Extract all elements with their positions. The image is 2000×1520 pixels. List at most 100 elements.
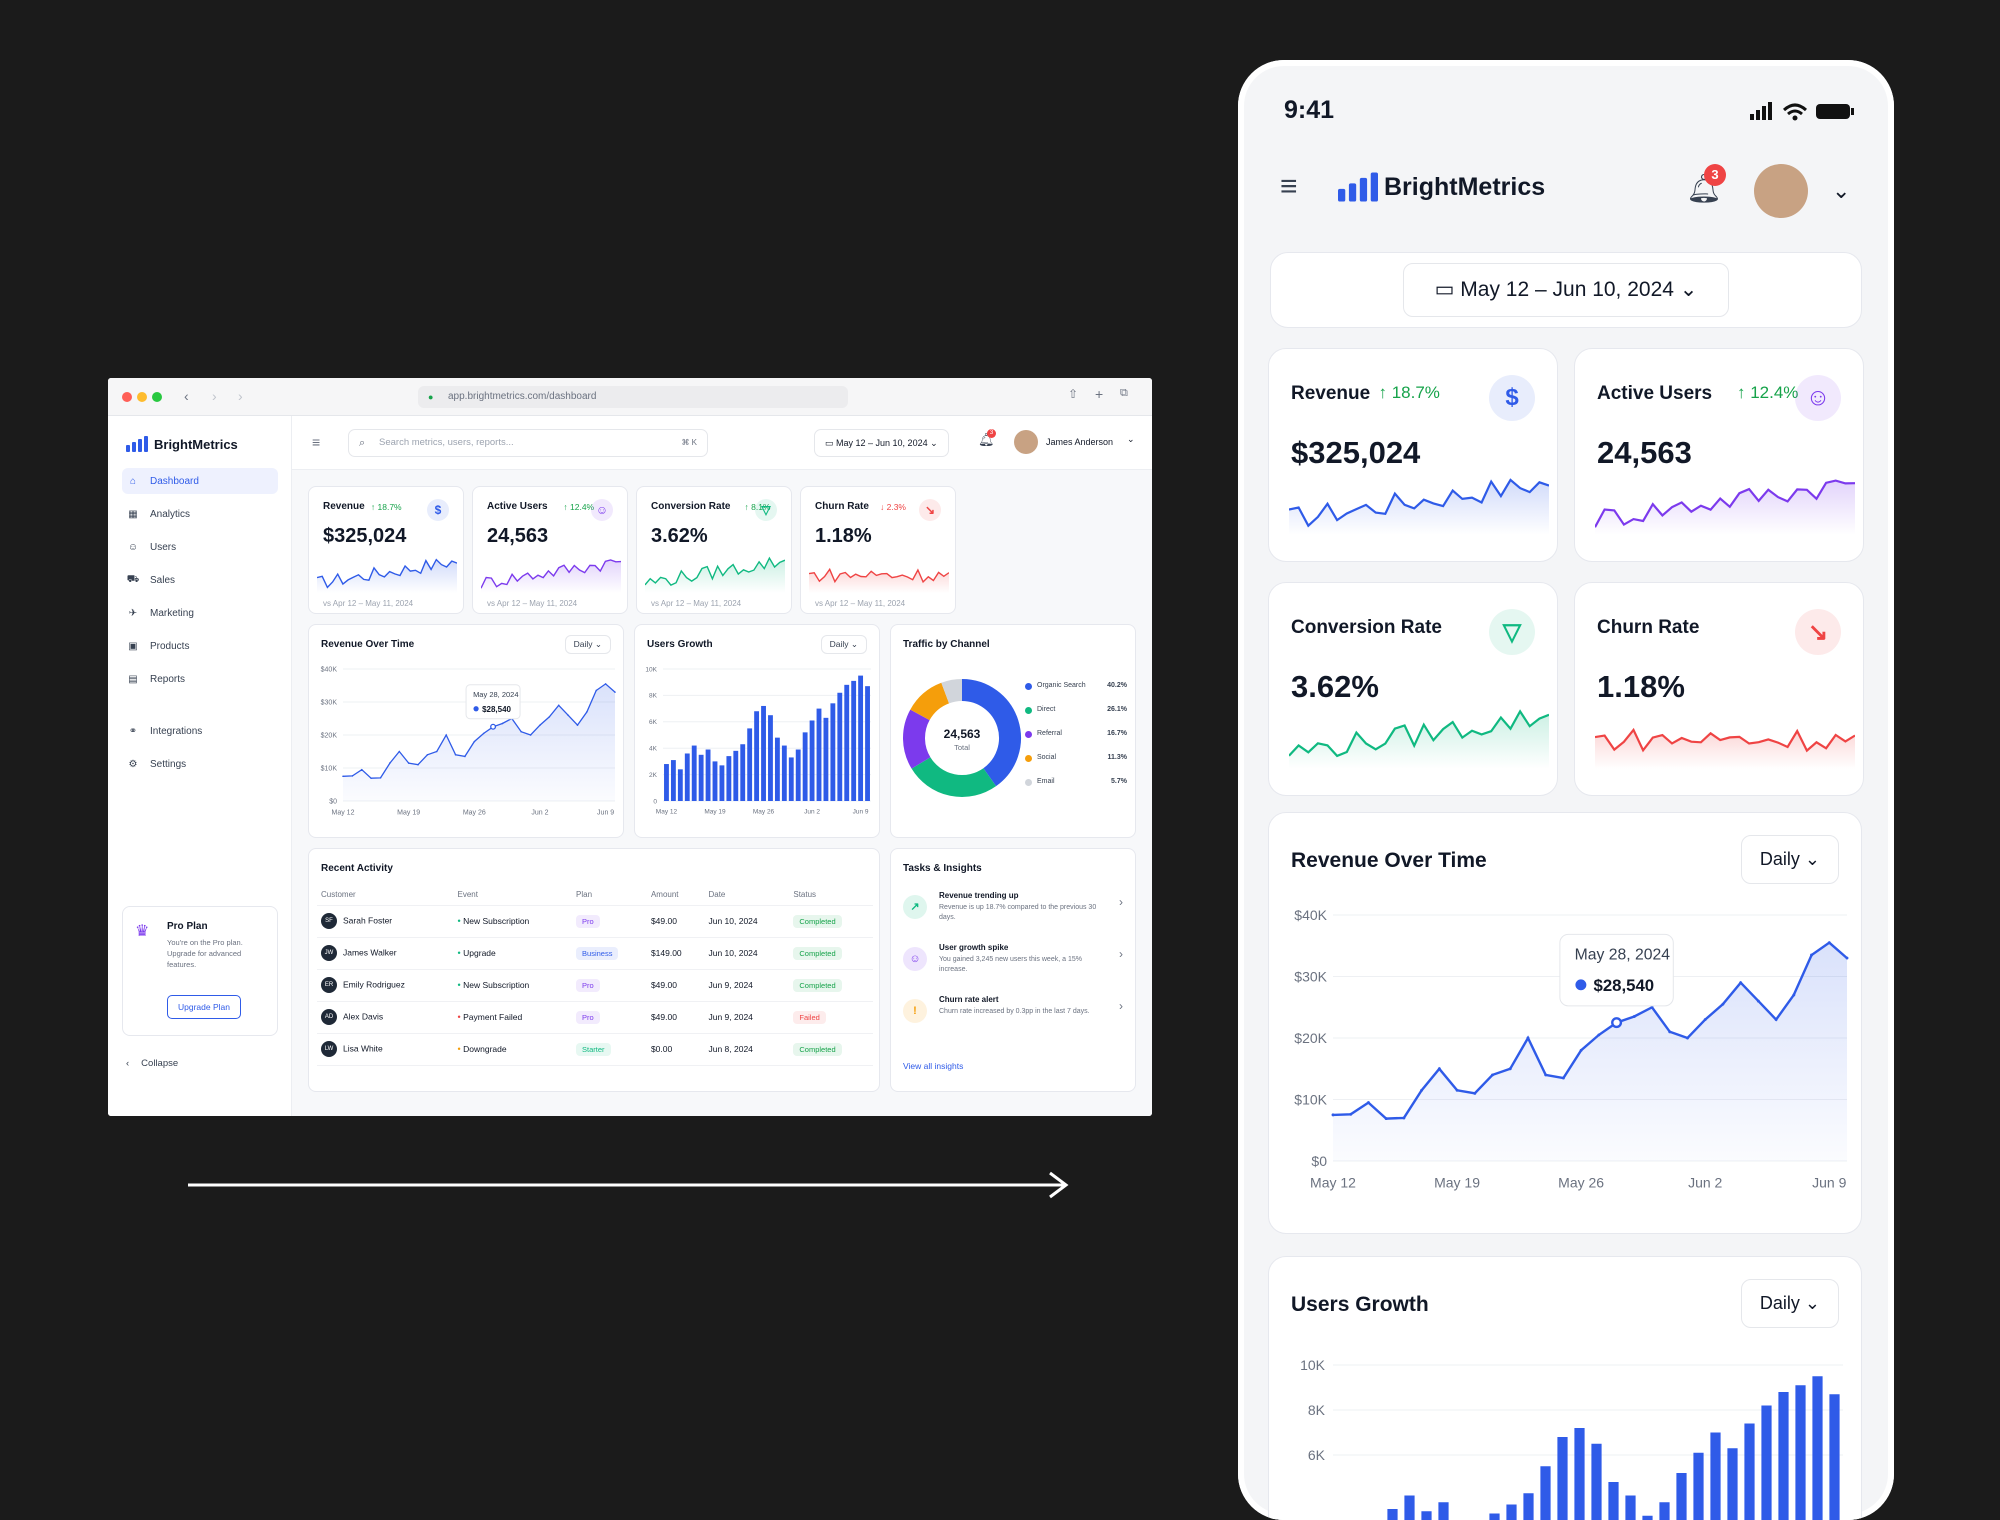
phone-users-bar[interactable] [1642, 1516, 1652, 1520]
phone-users-bar[interactable] [1574, 1428, 1584, 1520]
phone-revenue-point[interactable] [1402, 1117, 1405, 1120]
sidebar-item-reports[interactable]: ▤Reports [122, 666, 278, 692]
donut-slice-social[interactable] [920, 693, 945, 715]
kpi-card-churn-rate[interactable]: Churn Rate↓ 2.3%↘1.18%vs Apr 12 – May 11… [800, 486, 956, 614]
users-bar[interactable] [713, 761, 718, 801]
revenue-point[interactable] [427, 754, 429, 756]
revenue-point[interactable] [539, 724, 541, 726]
sidebar-item-products[interactable]: ▣Products [122, 633, 278, 659]
users-bar[interactable] [824, 718, 829, 801]
revenue-point[interactable] [520, 731, 522, 733]
revenue-period-select[interactable]: Daily ⌄ [565, 635, 611, 654]
users-bar[interactable] [775, 738, 780, 801]
users-bar[interactable] [782, 746, 787, 801]
phone-users-bar[interactable] [1608, 1482, 1618, 1520]
new-tab-icon[interactable]: + [1095, 386, 1103, 402]
users-bar[interactable] [803, 732, 808, 801]
url-bar[interactable]: ● app.brightmetrics.com/dashboard [418, 386, 848, 408]
phone-users-bar[interactable] [1489, 1514, 1499, 1520]
column-header[interactable]: Customer [317, 885, 453, 905]
users-bar[interactable] [789, 757, 794, 801]
revenue-point[interactable] [455, 754, 457, 756]
revenue-point[interactable] [502, 723, 504, 725]
avatar[interactable] [1014, 430, 1038, 454]
sidebar-item-integrations[interactable]: ⚭Integrations [122, 718, 278, 744]
phone-users-bar[interactable] [1387, 1509, 1397, 1520]
users-bar[interactable] [810, 720, 815, 801]
phone-revenue-point[interactable] [1544, 1073, 1547, 1076]
forward-icon[interactable]: › [212, 388, 217, 404]
users-bar[interactable] [733, 751, 738, 801]
users-bar[interactable] [685, 753, 690, 801]
tabs-icon[interactable]: ⧉ [1120, 387, 1128, 400]
kpi-card-conversion-rate[interactable]: Conversion Rate↑ 8.1%▽3.62%vs Apr 12 – M… [636, 486, 792, 614]
users-bar[interactable] [699, 755, 704, 801]
revenue-point[interactable] [380, 777, 382, 779]
revenue-point[interactable] [577, 724, 579, 726]
phone-revenue-point[interactable] [1810, 954, 1813, 957]
phone-avatar[interactable] [1754, 164, 1808, 218]
user-name[interactable]: James Anderson [1046, 437, 1113, 447]
phone-users-bar[interactable] [1523, 1493, 1533, 1520]
sidebar-item-marketing[interactable]: ✈Marketing [122, 600, 278, 626]
sidebar-item-analytics[interactable]: ▦Analytics [122, 501, 278, 527]
users-bar[interactable] [664, 764, 669, 801]
donut-slice-direct[interactable] [921, 763, 990, 786]
date-range-picker[interactable]: ▭ May 12 – Jun 10, 2024 ⌄ [814, 429, 949, 457]
phone-brand[interactable]: BrightMetrics [1338, 172, 1545, 202]
phone-users-bar[interactable] [1659, 1502, 1669, 1520]
revenue-point[interactable] [342, 775, 344, 777]
column-header[interactable]: Amount [647, 885, 705, 905]
revenue-point[interactable] [474, 741, 476, 743]
brand[interactable]: BrightMetrics [126, 436, 238, 452]
phone-revenue-point[interactable] [1704, 1018, 1707, 1021]
share-icon[interactable]: ⇧ [1068, 387, 1078, 401]
users-bar[interactable] [671, 760, 676, 801]
revenue-point[interactable] [586, 711, 588, 713]
revenue-point[interactable] [549, 716, 551, 718]
phone-revenue-point[interactable] [1633, 1015, 1636, 1018]
revenue-point[interactable] [614, 691, 616, 693]
users-bar[interactable] [747, 728, 752, 801]
revenue-point[interactable] [595, 690, 597, 692]
users-bar[interactable] [754, 711, 759, 801]
users-bar[interactable] [830, 703, 835, 801]
phone-revenue-point[interactable] [1562, 1077, 1565, 1080]
users-bar[interactable] [692, 746, 697, 801]
revenue-point[interactable] [398, 751, 400, 753]
phone-kpi-card-conversion-rate[interactable]: Conversion Rate▽3.62% [1268, 582, 1558, 796]
phone-revenue-point[interactable] [1349, 1113, 1352, 1116]
revenue-point[interactable] [436, 751, 438, 753]
phone-revenue-point[interactable] [1597, 1033, 1600, 1036]
donut-slice-email[interactable] [945, 690, 962, 693]
revenue-point[interactable] [361, 769, 363, 771]
phone-user-chevron-icon[interactable]: ⌄ [1832, 178, 1850, 204]
sidebar-item-users[interactable]: ☺Users [122, 534, 278, 560]
revenue-point[interactable] [408, 762, 410, 764]
phone-users-bar[interactable] [1506, 1505, 1516, 1520]
phone-revenue-point[interactable] [1757, 1000, 1760, 1003]
phone-revenue-point[interactable] [1580, 1049, 1583, 1052]
phone-menu-icon[interactable]: ≡ [1280, 170, 1298, 204]
view-all-insights-link[interactable]: View all insights [903, 1061, 963, 1071]
revenue-point[interactable] [464, 756, 466, 758]
phone-kpi-card-revenue[interactable]: Revenue↑ 18.7%$$325,024 [1268, 348, 1558, 562]
users-bar[interactable] [865, 686, 870, 801]
phone-revenue-point[interactable] [1385, 1117, 1388, 1120]
column-header[interactable]: Event [453, 885, 572, 905]
phone-users-bar[interactable] [1812, 1376, 1822, 1520]
phone-users-bar[interactable] [1625, 1496, 1635, 1520]
revenue-point[interactable] [352, 775, 354, 777]
users-bar[interactable] [817, 709, 822, 801]
phone-revenue-point[interactable] [1332, 1113, 1335, 1116]
phone-users-bar[interactable] [1744, 1424, 1754, 1520]
revenue-point[interactable] [370, 777, 372, 779]
collapse-button[interactable]: ‹ Collapse [126, 1058, 178, 1069]
users-period-select[interactable]: Daily ⌄ [821, 635, 867, 654]
nav-forward-icon[interactable]: › [238, 388, 243, 404]
